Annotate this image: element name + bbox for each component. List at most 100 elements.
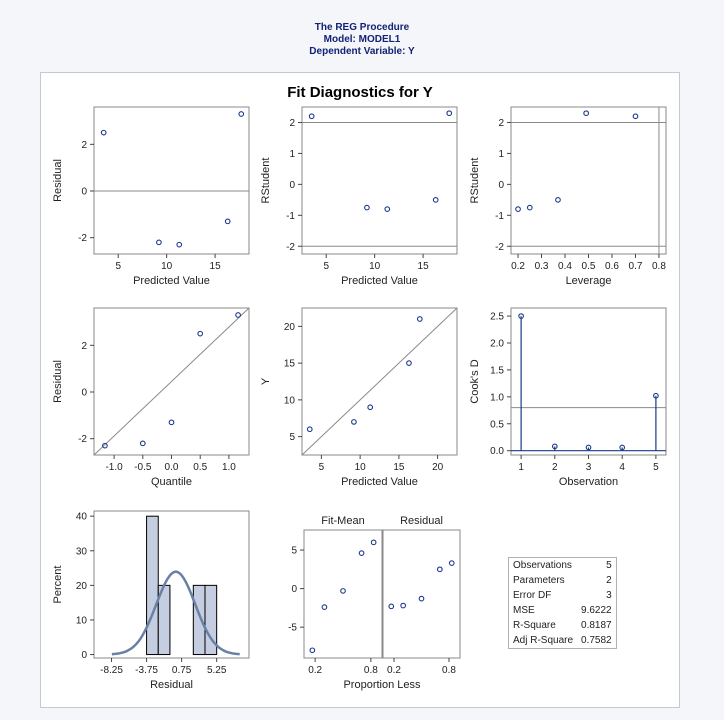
rstudent-vs-leverage-marks — [511, 107, 666, 254]
qq-residual-x-axis-label: Quantile — [151, 476, 192, 488]
rstudent-vs-leverage-point — [583, 110, 590, 117]
resid-histogram-xtick-label: 5.25 — [207, 665, 227, 676]
qq-residual-point — [235, 312, 241, 318]
rstudent-vs-pred-xtick-label: 5 — [323, 261, 329, 272]
cooks-d-point — [653, 392, 659, 399]
spread-panel-1-plot-area — [303, 529, 383, 659]
qq-residual-marks — [93, 307, 250, 456]
resid-vs-pred-point — [100, 129, 107, 136]
y-vs-pred-ytick-label: 15 — [284, 359, 296, 370]
qq-residual-ytick-label: 0 — [81, 388, 87, 399]
fit-statistic-row: MSE 9.6222 — [509, 603, 617, 618]
rstudent-vs-leverage-xtick-label: 0.8 — [652, 261, 666, 272]
fit-statistic-row: Parameters 2 — [509, 573, 617, 588]
rstudent-vs-leverage-x-axis-label: Leverage — [566, 275, 612, 287]
y-vs-pred-point — [406, 360, 412, 366]
qq-residual-point — [168, 419, 175, 426]
rstudent-vs-pred-x-axis-label: Predicted Value — [341, 275, 418, 287]
rstudent-vs-pred-point — [384, 206, 391, 212]
rstudent-vs-leverage-y-axis-label: RStudent — [469, 158, 481, 204]
qq-residual-xtick-label: 0.5 — [193, 462, 207, 473]
spread-panel-2-xtick-label: 0.8 — [442, 665, 456, 676]
spread-panel-1-ytick-label: 0 — [291, 584, 297, 595]
qq-residual-xtick-label: -1.0 — [105, 462, 123, 473]
rstudent-vs-leverage-ytick-label: -1 — [495, 211, 504, 222]
spread-panel-2-xtick-label: 0.2 — [387, 665, 401, 676]
qq-residual-ytick-label: -2 — [78, 434, 87, 445]
fit-statistic-label: R-Square — [513, 620, 556, 631]
resid-vs-pred-x-axis-label: Predicted Value — [133, 275, 210, 287]
rstudent-vs-pred-point — [364, 204, 370, 211]
y-vs-pred-plot-area — [301, 307, 458, 456]
rstudent-vs-pred-ytick-label: 2 — [289, 118, 295, 129]
cooks-d-xtick-label: 2 — [552, 462, 558, 473]
rstudent-vs-leverage-ytick-label: 2 — [498, 118, 504, 129]
fit-statistic-label: Parameters — [513, 575, 565, 586]
qq-residual-point — [139, 440, 146, 447]
qq-residual-diagonal-line — [93, 307, 250, 456]
rstudent-vs-pred-point — [446, 110, 453, 117]
fit-statistic-value: 0.8187 — [581, 620, 612, 631]
resid-vs-pred-xtick-label: 15 — [210, 261, 222, 272]
resid-histogram-y-axis-label: Percent — [52, 566, 64, 604]
resid-histogram-bar — [204, 584, 218, 656]
fit-statistic-value: 2 — [606, 575, 612, 586]
spread-panel-2-point — [436, 566, 443, 573]
y-vs-pred-ytick-label: 20 — [284, 322, 296, 333]
fit-statistic-row: Error DF 3 — [509, 588, 617, 603]
y-vs-pred-ytick-label: 10 — [284, 395, 296, 406]
y-vs-pred-x-axis-label: Predicted Value — [341, 476, 418, 488]
cooks-d-ytick-label: 2.5 — [490, 312, 504, 323]
qq-residual-y-axis-label: Residual — [52, 360, 64, 403]
spread-panel-1-point — [321, 604, 328, 610]
spread-panel-2-point — [418, 595, 425, 602]
cooks-d-ytick-label: 1.5 — [490, 365, 504, 376]
resid-vs-pred-ytick-label: 0 — [81, 187, 87, 198]
cooks-d-xtick-label: 4 — [619, 462, 625, 473]
rstudent-vs-leverage-point — [526, 204, 533, 211]
rstudent-vs-leverage-xtick-label: 0.4 — [558, 261, 572, 272]
model-label: Model: MODEL1 — [323, 34, 401, 45]
resid-histogram-xtick-label: 0.75 — [172, 665, 192, 676]
y-vs-pred-marks — [301, 307, 458, 456]
rstudent-vs-pred-ytick-label: -1 — [286, 211, 295, 222]
y-vs-pred-ytick-label: 5 — [289, 432, 295, 443]
resid-histogram-ytick-label: 10 — [76, 615, 88, 626]
resid-histogram-bar — [146, 515, 159, 656]
rstudent-vs-leverage-plot-area — [510, 106, 667, 255]
spread-panel-1-point — [340, 588, 346, 594]
rstudent-vs-leverage-ytick-label: -2 — [495, 242, 504, 253]
cooks-d-y-axis-label: Cook's D — [469, 359, 481, 403]
qq-residual-xtick-label: 1.0 — [222, 462, 236, 473]
qq-residual-point — [102, 442, 108, 449]
rstudent-vs-pred-xtick-label: 10 — [369, 261, 381, 272]
rstudent-vs-leverage-xtick-label: 0.6 — [605, 261, 619, 272]
rstudent-vs-pred-y-axis-label: RStudent — [260, 158, 272, 204]
resid-vs-pred-plot-area — [93, 106, 250, 255]
spread-panel-1-xtick-label: 0.2 — [308, 665, 322, 676]
rstudent-vs-leverage-ytick-label: 0 — [498, 180, 504, 191]
rstudent-vs-pred-ytick-label: 1 — [289, 149, 295, 160]
residual-fit-spread-x-axis-label: Proportion Less — [343, 679, 421, 691]
rstudent-vs-leverage-point — [632, 113, 639, 120]
resid-histogram-xtick-label: -8.25 — [100, 665, 123, 676]
cooks-d-marks — [511, 313, 666, 452]
spread-panel-1-xtick-label: 0.8 — [364, 665, 378, 676]
resid-histogram-ytick-label: 0 — [81, 650, 87, 661]
y-vs-pred-point — [306, 426, 313, 433]
qq-residual-xtick-label: -0.5 — [134, 462, 152, 473]
cooks-d-xtick-label: 3 — [586, 462, 592, 473]
rstudent-vs-pred-point — [432, 196, 439, 203]
qq-residual-xtick-label: 0.0 — [165, 462, 179, 473]
resid-vs-pred-point — [224, 218, 231, 225]
fit-statistic-value: 5 — [606, 560, 612, 571]
spread-panel-1-point — [358, 550, 365, 556]
procedure-title: The REG Procedure — [314, 22, 410, 33]
y-vs-pred-point — [367, 404, 374, 411]
spread-panel-2-point — [388, 603, 395, 610]
rstudent-vs-pred-xtick-label: 15 — [418, 261, 430, 272]
fit-statistic-row: R-Square 0.8187 — [509, 618, 617, 633]
y-vs-pred-xtick-label: 10 — [355, 462, 367, 473]
fit-statistics-table: Observations 5 Parameters 2 Error DF 3 MSE 9.62… — [508, 557, 617, 649]
